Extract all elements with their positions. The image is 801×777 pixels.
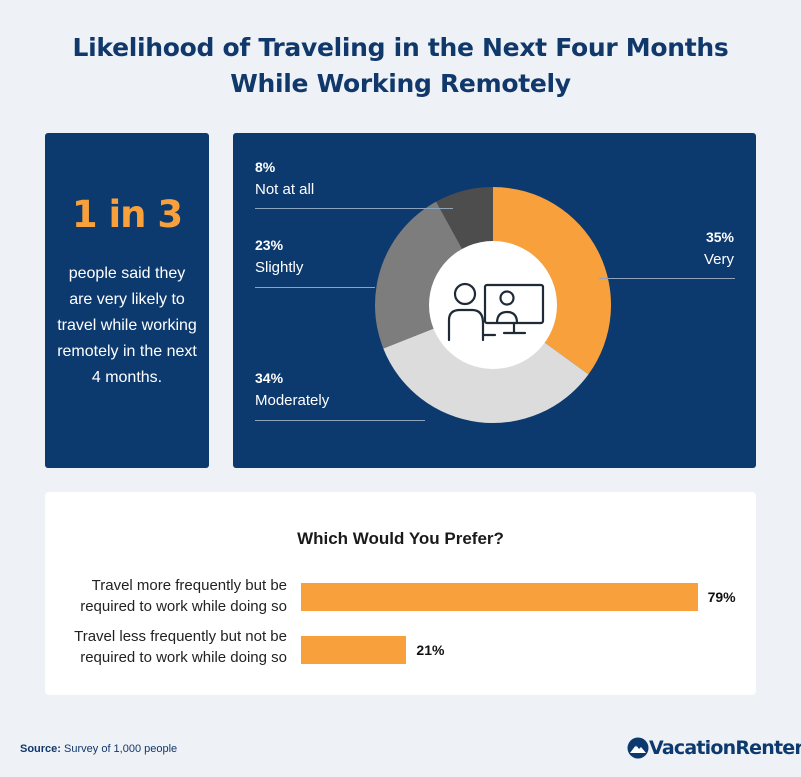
label-leader-not-at-all [255, 208, 453, 209]
bar-label-travel-less-line-1: Travel less frequently but not be [74, 628, 287, 645]
donut-center [429, 241, 557, 369]
bar-label-travel-less-line-2: required to work while doing so [80, 649, 287, 666]
value-label-slightly: 23% [255, 237, 284, 253]
mountain-logo-icon [627, 737, 649, 759]
title-line-2: While Working Remotely [230, 69, 571, 98]
bar-value-travel-more: 79% [707, 589, 736, 605]
remote-worker-computer-icon [447, 282, 545, 342]
label-leader-very [599, 278, 735, 279]
preference-title: Which Would You Prefer? [297, 529, 504, 548]
category-label-very: Very [703, 251, 734, 268]
bar-label-travel-more-line-2: required to work while doing so [80, 598, 287, 615]
source-label: Source: [20, 743, 61, 755]
brand-logo-text: VacationRenter [649, 737, 801, 759]
stat-highlight: 1 in 3 [71, 193, 183, 236]
value-label-not-at-all: 8% [255, 159, 276, 175]
bar-label-travel-more-line-1: Travel more frequently but be [91, 577, 287, 594]
stat-panel: 1 in 3 people said they are very likely … [45, 133, 209, 468]
category-label-moderately: Moderately [255, 392, 330, 409]
bar-label-travel-more: Travel more frequently but be required t… [55, 575, 287, 617]
bar-travel-more [301, 583, 698, 611]
donut-panel: 8% Not at all 23% Slightly 34% Moderatel… [233, 133, 756, 468]
value-label-very: 35% [705, 229, 734, 245]
stat-description: people said they are very likely to trav… [57, 265, 197, 386]
brand-logo[interactable]: VacationRenter [627, 736, 801, 760]
source-text: Survey of 1,000 people [64, 743, 178, 755]
page-title: Likelihood of Traveling in the Next Four… [0, 30, 801, 102]
title-line-1: Likelihood of Traveling in the Next Four… [72, 33, 729, 62]
label-leader-slightly [255, 287, 375, 288]
preference-panel: Which Would You Prefer? Travel more freq… [45, 492, 756, 695]
category-label-not-at-all: Not at all [255, 181, 315, 198]
bar-travel-less [301, 636, 407, 664]
value-label-moderately: 34% [255, 370, 284, 386]
bar-value-travel-less: 21% [416, 642, 445, 658]
donut-chart [375, 187, 611, 424]
bar-label-travel-less: Travel less frequently but not be requir… [55, 626, 287, 668]
label-leader-moderately [255, 420, 425, 421]
source-note: Source: Survey of 1,000 people [20, 743, 177, 755]
category-label-slightly: Slightly [255, 259, 304, 276]
